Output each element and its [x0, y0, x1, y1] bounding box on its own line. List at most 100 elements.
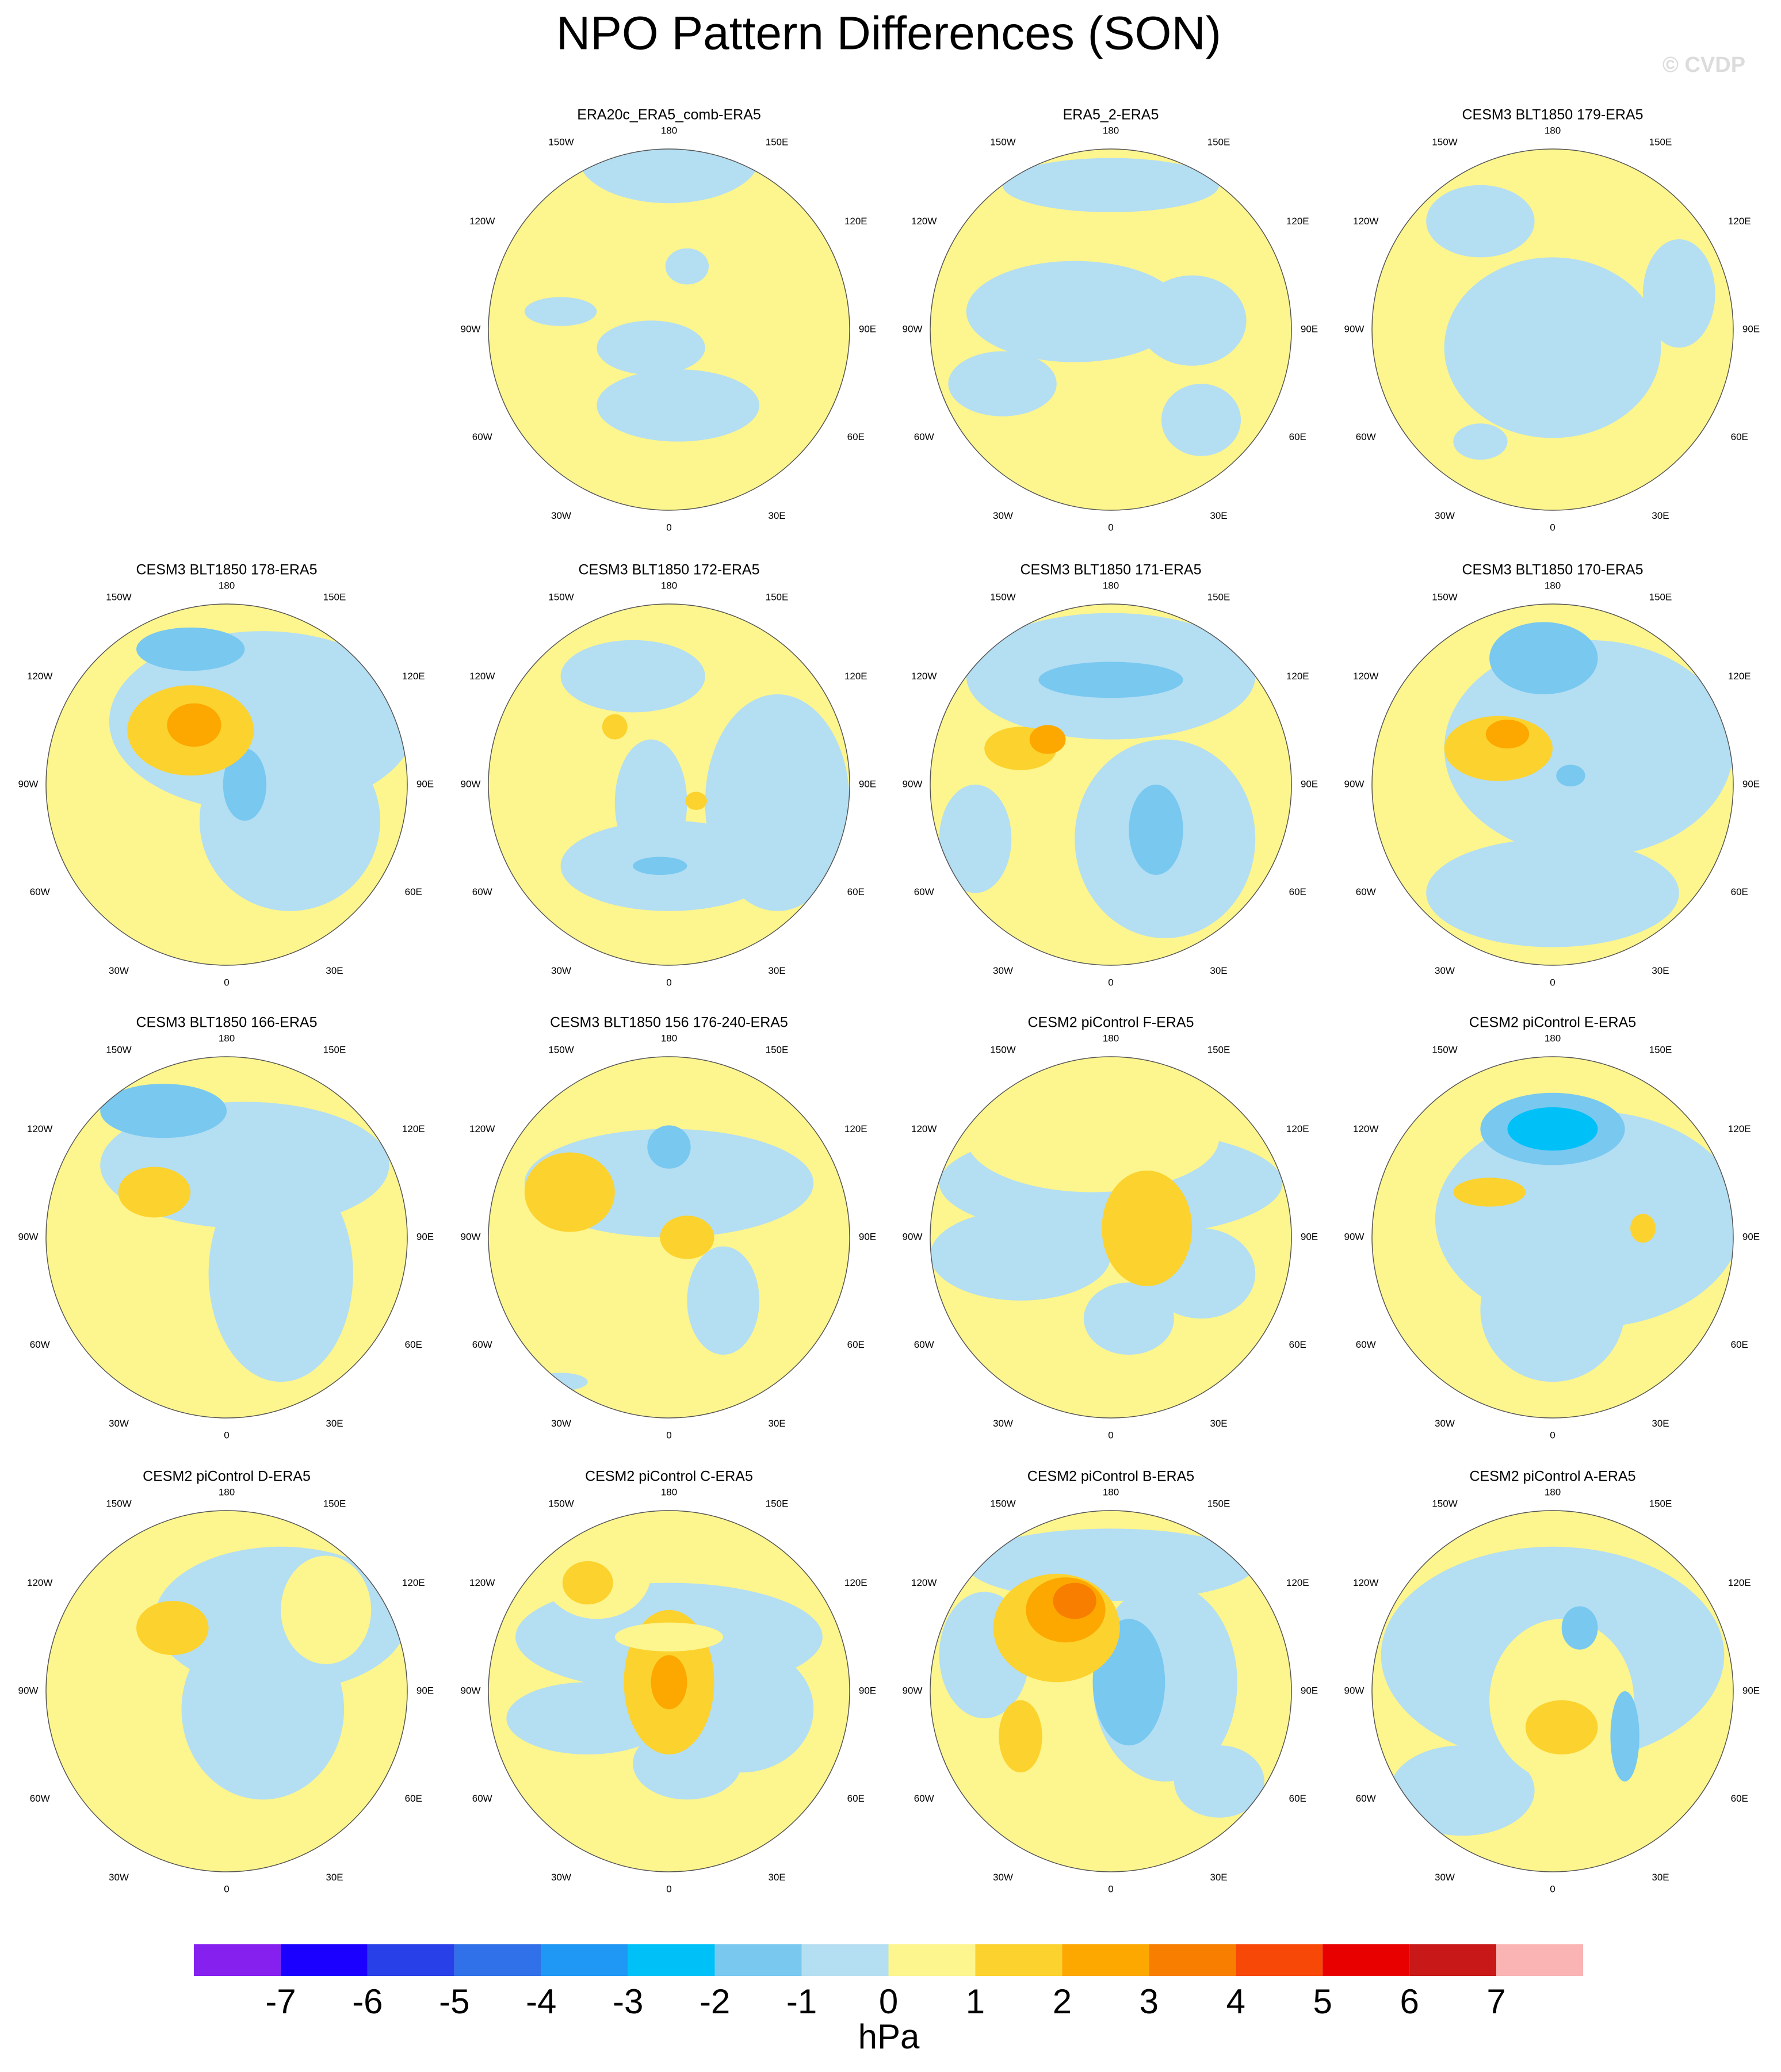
colorbar-box — [194, 1944, 281, 1976]
map-fill — [930, 149, 1291, 510]
map-fill — [46, 604, 407, 965]
longitude-label: 180 — [661, 1486, 677, 1497]
map-panel: CESM2 piControl E-ERA5 180 150E 120E 90E 60E 3… — [1344, 1015, 1760, 1441]
longitude-label: 90E — [1742, 1231, 1760, 1242]
map-fill — [46, 1057, 407, 1418]
longitude-label: 0 — [666, 1429, 671, 1440]
longitude-label: 150W — [548, 1045, 574, 1056]
contour-region — [1561, 1606, 1598, 1650]
longitude-label: 30W — [109, 965, 129, 976]
contour-region — [597, 320, 705, 375]
longitude-label: 120W — [469, 216, 495, 227]
contour-region — [1102, 1170, 1193, 1286]
longitude-label: 150E — [1207, 137, 1230, 148]
longitude-label: 30W — [551, 1872, 571, 1883]
longitude-label: 60W — [1356, 1339, 1376, 1350]
contour-region — [999, 1700, 1042, 1773]
panel-title: CESM3 BLT1850 172-ERA5 — [579, 562, 760, 578]
longitude-label: 90W — [18, 1231, 39, 1242]
contour-region — [597, 369, 759, 442]
map-border — [45, 1056, 408, 1419]
contour-region — [1507, 1107, 1598, 1151]
colorbar-label: -6 — [352, 1982, 383, 2021]
longitude-label: 90W — [18, 1685, 39, 1696]
longitude-label: 30W — [551, 510, 571, 521]
map-panel: CESM3 BLT1850 171-ERA5 180 150E 120E 90E 60E 3… — [903, 562, 1318, 988]
longitude-label: 60E — [847, 886, 865, 897]
contour-region — [181, 1619, 345, 1800]
map-fill — [488, 1511, 850, 1872]
longitude-label: 60E — [847, 1793, 865, 1804]
contour-region — [966, 1528, 1256, 1601]
longitude-label: 60E — [405, 886, 422, 897]
contour-region — [1174, 1745, 1264, 1818]
figure-title: NPO Pattern Differences (SON) — [556, 7, 1221, 60]
longitude-label: 60W — [30, 886, 50, 897]
watermark: © CVDP — [1662, 53, 1745, 77]
longitude-label: 30E — [1652, 1872, 1669, 1883]
map-panel: CESM3 BLT1850 172-ERA5 180 150E 120E 90E 60E 3… — [461, 562, 877, 988]
contour-region — [633, 857, 687, 876]
longitude-label: 30E — [1210, 1872, 1227, 1883]
longitude-label: 120W — [27, 1577, 52, 1588]
longitude-label: 150W — [106, 1045, 131, 1056]
longitude-label: 60W — [472, 1793, 492, 1804]
longitude-label: 120W — [1353, 671, 1378, 682]
contour-region — [100, 1084, 227, 1138]
contour-region — [167, 703, 221, 747]
longitude-label: 60E — [847, 1339, 865, 1350]
contour-region — [1038, 662, 1183, 698]
longitude-label: 90E — [1301, 1231, 1318, 1242]
longitude-label: 90E — [1301, 1685, 1318, 1696]
longitude-label: 30W — [993, 1418, 1013, 1429]
contour-region — [966, 261, 1183, 362]
colorbar-box — [280, 1944, 368, 1976]
longitude-label: 0 — [666, 1883, 671, 1894]
map-panel: CESM3 BLT1850 179-ERA5 180 150E 120E 90E 60E 3… — [1344, 107, 1760, 533]
colorbar-label: -2 — [700, 1982, 730, 2021]
longitude-label: 0 — [1108, 522, 1113, 533]
longitude-label: 180 — [1545, 125, 1561, 136]
longitude-label: 150E — [1207, 1498, 1230, 1509]
panel-title: CESM3 BLT1850 179-ERA5 — [1462, 107, 1644, 123]
map-panel: ERA20c_ERA5_comb-ERA5 180 150E 120E 90E 60E 30… — [461, 107, 877, 533]
contour-region — [939, 785, 1012, 893]
map-border — [930, 603, 1292, 966]
longitude-label: 90E — [1742, 323, 1760, 334]
longitude-label: 150E — [766, 1045, 789, 1056]
longitude-label: 150E — [766, 1498, 789, 1509]
longitude-label: 150W — [548, 137, 574, 148]
contour-region — [930, 1210, 1111, 1301]
colorbar-label: 0 — [879, 1982, 898, 2021]
map-panel: CESM3 BLT1850 166-ERA5 180 150E 120E 90E 60E 3… — [18, 1015, 434, 1441]
contour-region — [1453, 1178, 1526, 1207]
colorbar-box — [1496, 1944, 1583, 1976]
contour-region — [208, 1165, 353, 1382]
contour-region — [1489, 622, 1598, 694]
longitude-label: 90W — [1344, 1231, 1365, 1242]
longitude-label: 0 — [666, 522, 671, 533]
longitude-label: 90E — [859, 323, 876, 334]
longitude-label: 120E — [1728, 216, 1751, 227]
contour-region — [1138, 275, 1247, 366]
longitude-label: 90W — [1344, 1685, 1365, 1696]
longitude-label: 120E — [1728, 1577, 1751, 1588]
map-border — [1371, 603, 1734, 966]
contour-region — [223, 748, 267, 821]
longitude-label: 150W — [990, 1045, 1015, 1056]
longitude-label: 60E — [405, 1793, 422, 1804]
longitude-label: 60E — [1289, 431, 1306, 442]
longitude-label: 90E — [416, 1685, 434, 1696]
contour-region — [524, 297, 597, 326]
contour-region — [1083, 1282, 1174, 1355]
panel-title: CESM3 BLT1850 166-ERA5 — [136, 1015, 318, 1031]
longitude-label: 0 — [1108, 1883, 1113, 1894]
longitude-label: 150E — [766, 137, 789, 148]
longitude-label: 30E — [768, 965, 785, 976]
contour-region — [1556, 764, 1585, 787]
contour-region — [136, 1601, 209, 1656]
